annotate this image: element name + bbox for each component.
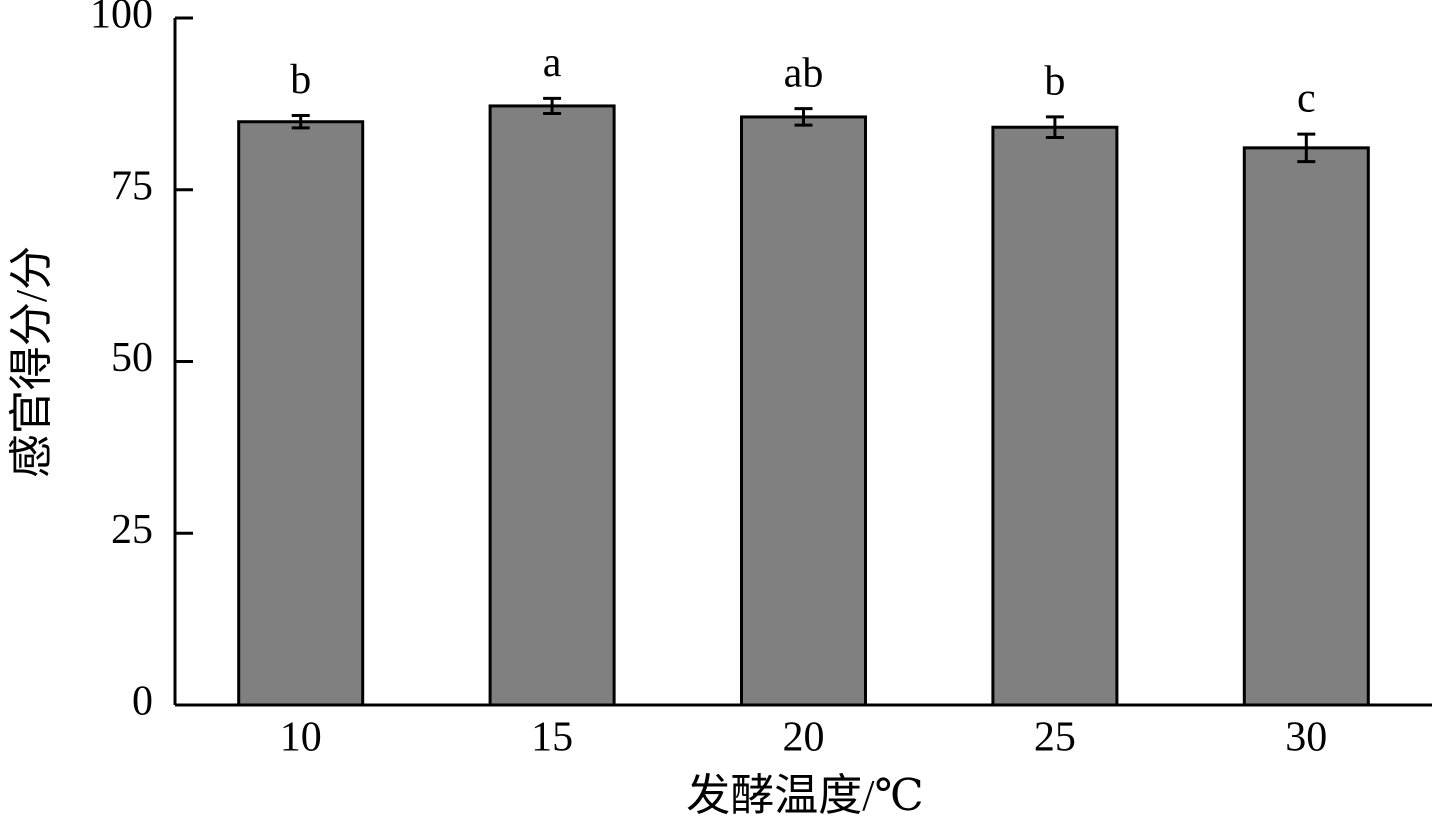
bar [488, 104, 616, 707]
x-tick-label: 15 [531, 715, 573, 761]
y-axis-title: 感官得分/分 [7, 246, 56, 478]
significance-label: a [543, 40, 562, 86]
bar [237, 120, 365, 707]
x-tick-label: 10 [280, 715, 322, 761]
y-tick-label: 25 [111, 507, 153, 553]
significance-label: b [290, 57, 311, 103]
bar [1242, 146, 1370, 707]
bar [740, 115, 867, 707]
x-tick-label: 20 [783, 715, 825, 761]
x-axis-title: 发酵温度/℃ [686, 771, 923, 820]
y-tick-label: 75 [111, 163, 153, 209]
bar [991, 125, 1119, 707]
x-tick-label: 25 [1034, 715, 1076, 761]
x-tick-label: 30 [1285, 715, 1327, 761]
y-tick-label: 0 [132, 679, 153, 725]
significance-label: c [1297, 76, 1316, 122]
significance-label: b [1044, 59, 1065, 105]
significance-label: ab [784, 50, 824, 96]
y-tick-label: 100 [90, 0, 153, 38]
y-tick-label: 50 [111, 335, 153, 381]
